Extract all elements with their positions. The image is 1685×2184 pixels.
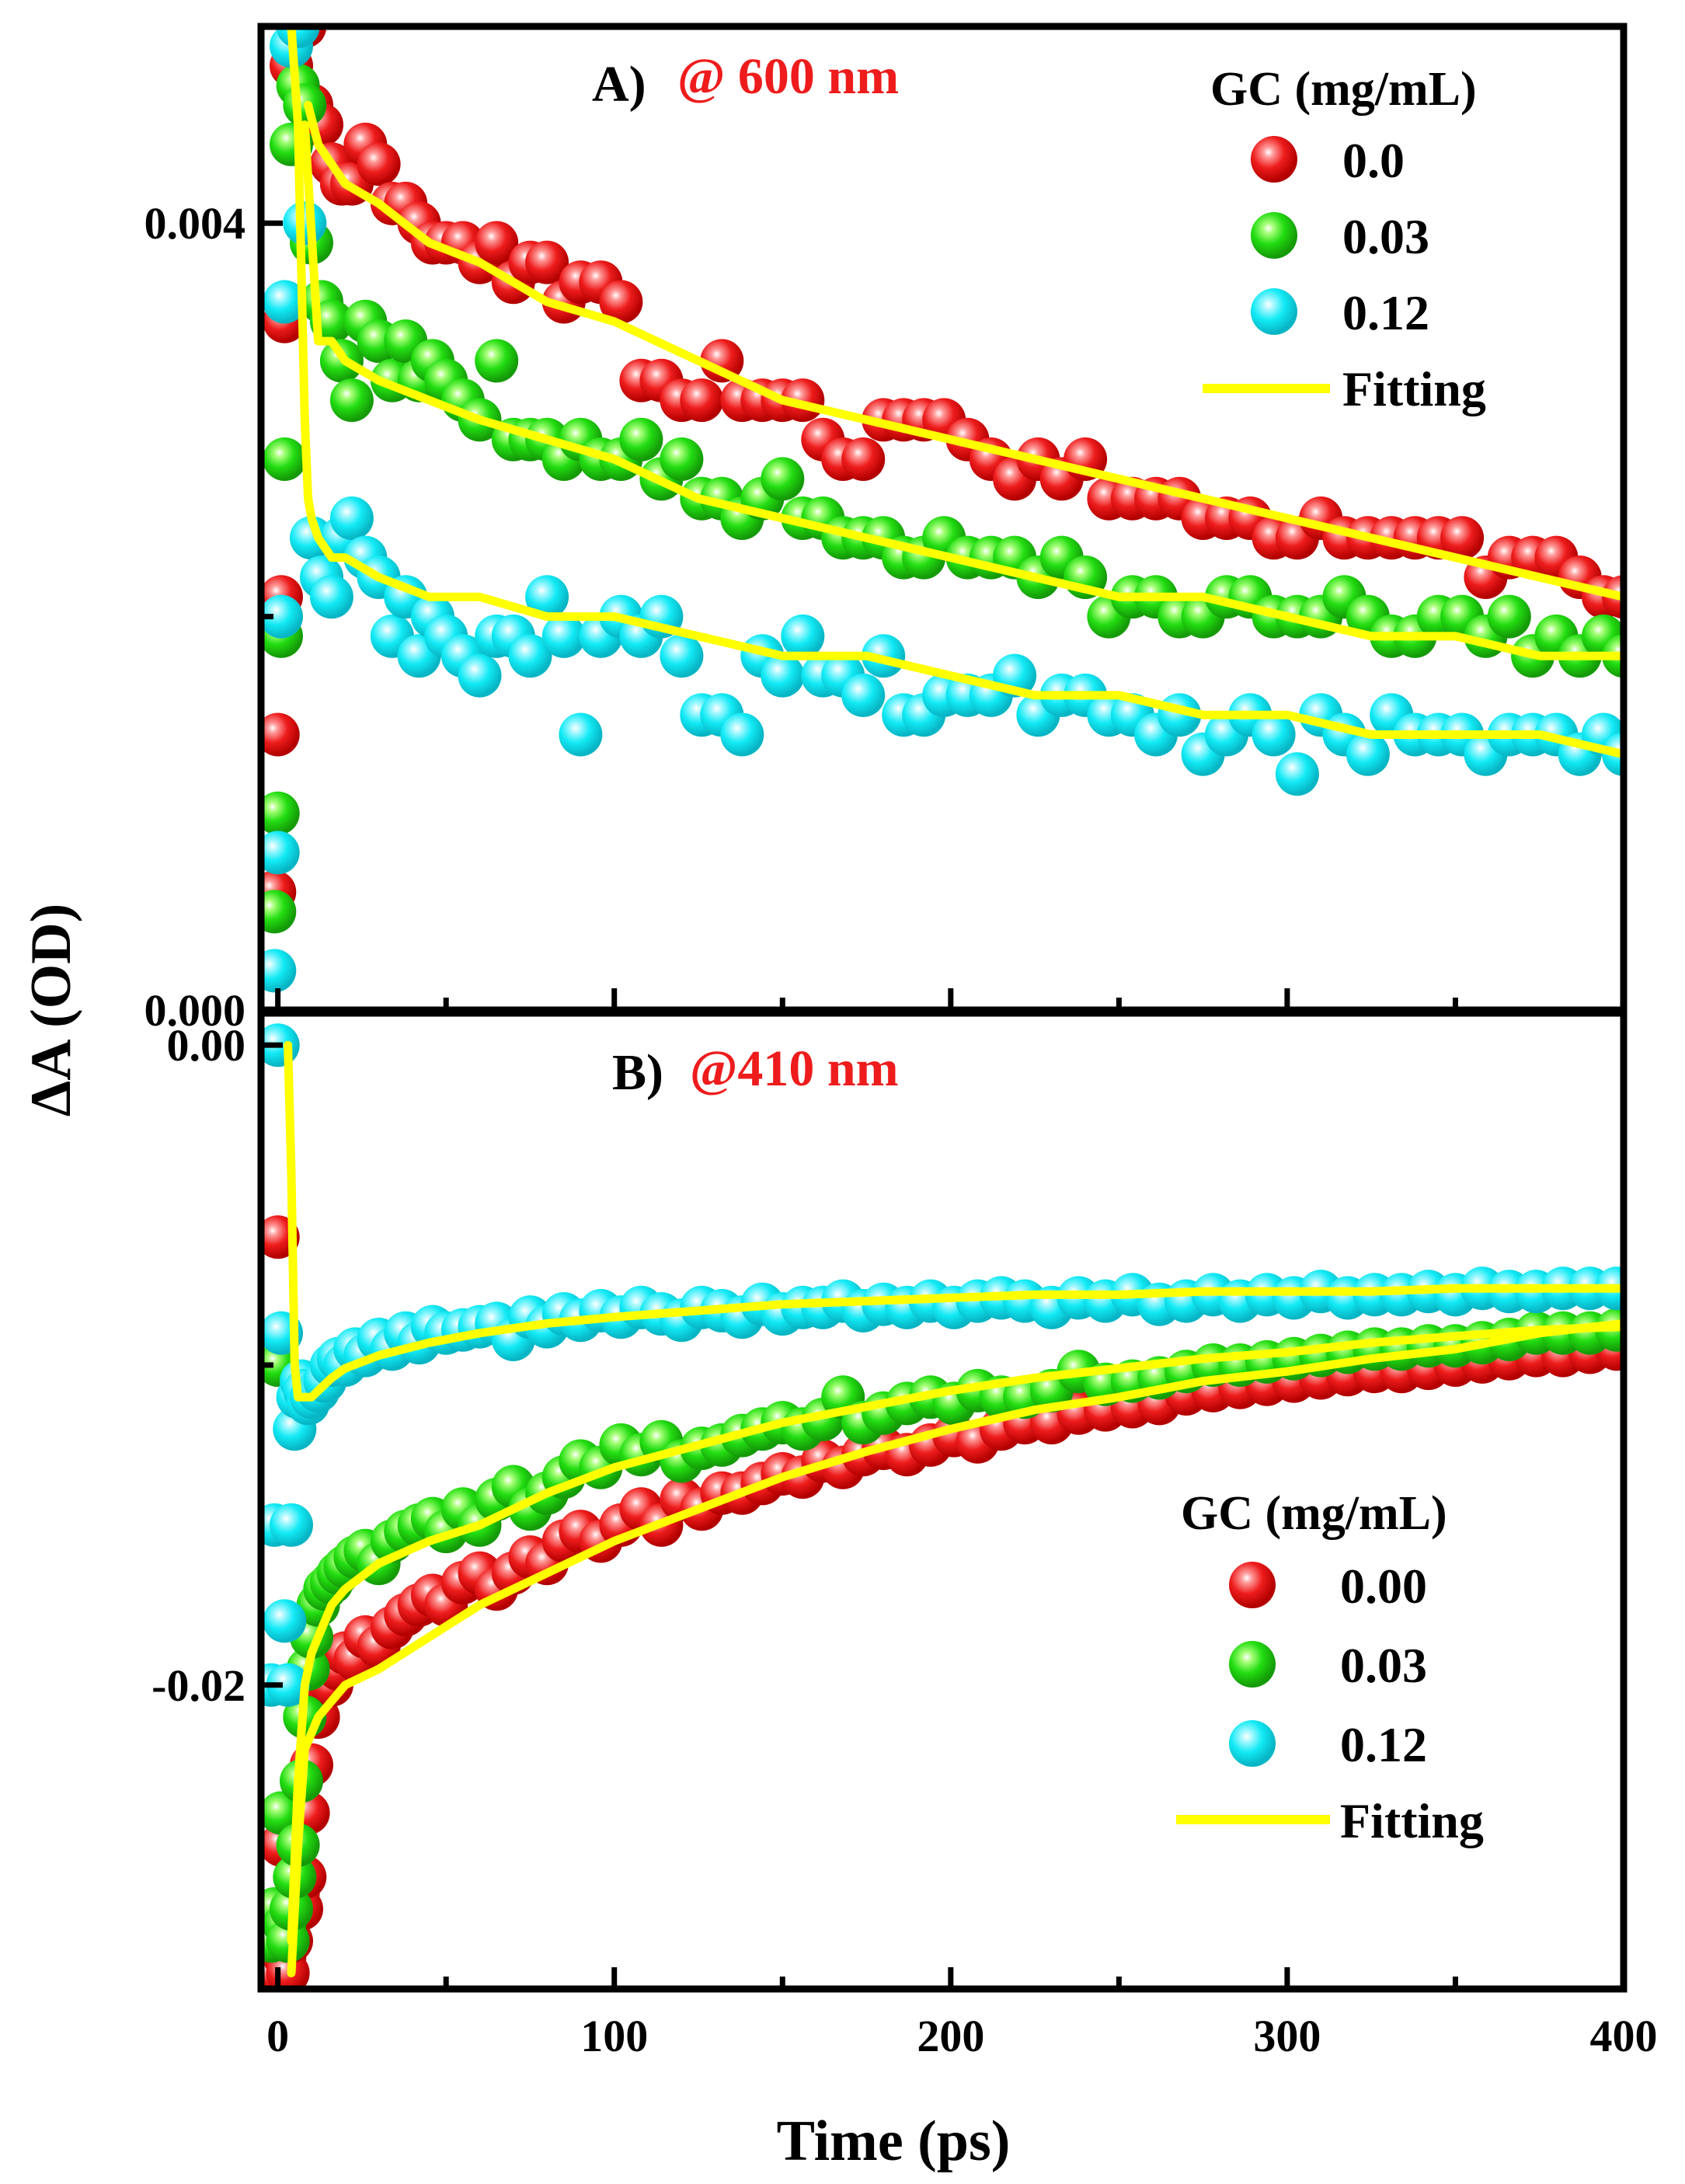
data-point — [475, 221, 519, 265]
data-point — [1440, 516, 1485, 560]
data-point — [261, 831, 300, 875]
data-point — [329, 378, 374, 423]
x-tick-label: 300 — [1253, 2011, 1321, 2061]
data-point — [261, 949, 297, 993]
fit-curve-a-0 — [304, 100, 1624, 601]
panel-b-legend: GC (mg/mL) 0.00 0.03 0.12 Fitting — [1176, 1487, 1484, 1848]
fit-curve-b-1 — [287, 1322, 1624, 1945]
data-point — [841, 437, 886, 481]
legend-a-title: GC (mg/mL) — [1210, 63, 1477, 116]
legend-a-label-2: 0.12 — [1342, 285, 1429, 340]
legend-b-label-1: 0.03 — [1340, 1638, 1427, 1693]
y-tick-label: 0.004 — [144, 198, 246, 249]
data-point — [720, 712, 764, 757]
panel-a: 0.000 0.004 A) @ 600 nm GC (mg/mL) 0.0 0.… — [144, 23, 1628, 1036]
fit-curve-b-0 — [287, 1318, 1624, 1977]
fit-curve-a-2 — [287, 28, 1624, 759]
series-a-0 — [261, 28, 1624, 914]
legend-a-fit-label: Fitting — [1342, 361, 1486, 416]
panel-b: 0.00 -0.02 0 100 200 300 400 B) @410 nm GC (mg… — [151, 1009, 1658, 2061]
data-point — [1346, 732, 1390, 776]
legend-b-label-2: 0.12 — [1340, 1717, 1427, 1772]
legend-b-marker-1 — [1229, 1641, 1276, 1688]
data-point — [680, 378, 724, 423]
legend-a-label-1: 0.03 — [1342, 209, 1429, 264]
panel-a-fits — [287, 28, 1624, 759]
data-point — [1275, 752, 1319, 796]
data-point — [541, 614, 586, 658]
y-axis-title: ΔA (OD) — [19, 904, 83, 1117]
data-point — [700, 339, 744, 383]
panel-a-legend: GC (mg/mL) 0.0 0.03 0.12 Fitting — [1203, 63, 1486, 416]
data-point — [559, 712, 603, 757]
data-point — [261, 712, 300, 757]
panel-a-letter: A) — [592, 56, 646, 113]
panel-a-series — [261, 28, 1624, 993]
data-point — [270, 1503, 313, 1547]
data-point — [660, 634, 704, 678]
data-point — [261, 594, 303, 639]
fit-curve-a-1 — [300, 120, 1624, 660]
legend-a-label-0: 0.0 — [1342, 133, 1405, 188]
data-point — [261, 791, 300, 835]
data-point — [599, 280, 643, 324]
panel-b-fits — [284, 1040, 1624, 1977]
data-point — [761, 457, 805, 501]
data-point — [1252, 712, 1296, 757]
data-point — [266, 1663, 310, 1707]
data-point — [261, 890, 297, 934]
data-point — [329, 496, 374, 540]
data-point — [525, 575, 569, 619]
legend-b-label-0: 0.00 — [1340, 1559, 1427, 1614]
panel-b-wavelength: @410 nm — [690, 1040, 899, 1097]
legend-a-marker-1 — [1251, 212, 1297, 259]
legend-b-marker-0 — [1229, 1562, 1276, 1608]
data-point — [276, 28, 320, 48]
legend-b-title: GC (mg/mL) — [1181, 1487, 1447, 1540]
data-point — [309, 575, 353, 619]
data-point — [458, 653, 502, 698]
x-tick-label: 200 — [917, 2011, 984, 2061]
x-tick-label: 400 — [1590, 2011, 1658, 2061]
legend-b-fit-label: Fitting — [1340, 1793, 1484, 1848]
series-a-2 — [261, 28, 1624, 993]
data-point — [781, 614, 825, 658]
panel-b-letter: B) — [612, 1044, 663, 1101]
data-point — [263, 437, 307, 481]
data-point — [525, 240, 569, 284]
legend-a-marker-0 — [1251, 136, 1297, 183]
axes-frame-b — [257, 1009, 1628, 1993]
y-tick-label: 0.000 — [144, 985, 246, 1036]
series-a-1 — [261, 64, 1624, 934]
data-point — [263, 1599, 307, 1643]
data-point — [619, 417, 663, 462]
data-point — [660, 437, 704, 481]
data-point — [357, 142, 401, 186]
series-b-1 — [261, 1308, 1624, 1963]
y-tick-label: -0.02 — [151, 1660, 245, 1711]
x-tick-label: 0 — [266, 2011, 289, 2061]
x-tick-label: 100 — [580, 2011, 648, 2061]
data-point — [761, 653, 805, 698]
y-tick-label: 0.00 — [167, 1020, 246, 1071]
data-point — [841, 673, 886, 717]
panel-b-axes: 0.00 -0.02 0 100 200 300 400 — [151, 1009, 1658, 2061]
panel-a-wavelength: @ 600 nm — [677, 48, 899, 105]
legend-b-marker-2 — [1229, 1720, 1276, 1767]
fit-curve-b-2 — [284, 1040, 1624, 1402]
legend-a-marker-2 — [1251, 288, 1297, 335]
data-point — [508, 634, 552, 678]
data-point — [475, 339, 519, 383]
data-point — [1487, 594, 1531, 639]
x-axis-title: Time (ps) — [777, 2109, 1011, 2173]
data-point — [263, 280, 307, 324]
